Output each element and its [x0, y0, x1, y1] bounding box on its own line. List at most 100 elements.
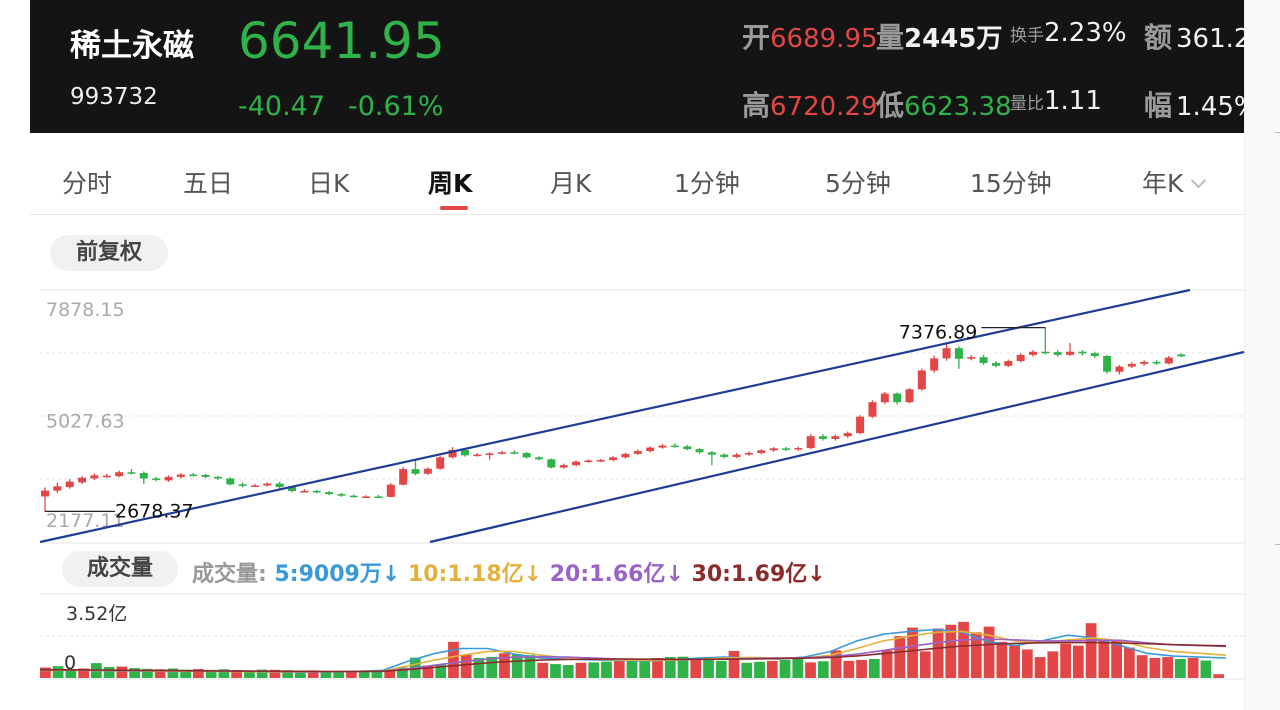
volume-bar-down [792, 658, 804, 678]
candle-down [547, 459, 556, 468]
tab-five-day[interactable]: 五日 [183, 169, 234, 198]
amount-label: 额 [1144, 21, 1173, 54]
volume-bar-down [371, 670, 383, 678]
candle-up [880, 393, 889, 403]
volume-axis-label: 3.52亿 [66, 603, 127, 625]
turnover-label: 换手 [1010, 26, 1044, 46]
candle-up [399, 469, 408, 485]
left-margin [0, 0, 30, 710]
tab-15-minute[interactable]: 15分钟 [970, 169, 1052, 198]
volume-stat: 量2445万 [876, 16, 1002, 56]
volume-bar-up [881, 650, 893, 678]
candle-up [115, 472, 124, 477]
candle-down [275, 483, 284, 488]
candle-up [1066, 351, 1075, 355]
volume-bar-up [1111, 640, 1122, 678]
low-annotation: 2678.37 [115, 500, 194, 522]
candle-up [436, 457, 445, 469]
current-price: 6641.95 [238, 12, 445, 70]
candle-up [448, 449, 457, 458]
volume-bar-up [1187, 658, 1199, 678]
candle-down [288, 487, 296, 491]
candle-up [386, 484, 395, 497]
tab-1-minute[interactable]: 1分钟 [674, 169, 740, 198]
tab-intraday[interactable]: 分时 [62, 169, 113, 198]
volume-bar-up [996, 641, 1008, 678]
volume-bar-up [932, 628, 944, 678]
adjust-mode-button[interactable]: 前复权 [50, 235, 168, 271]
candle-up [609, 457, 618, 461]
volume-bar-down [868, 658, 880, 678]
volume-value: 2445万 [904, 24, 1003, 54]
candle-up [1115, 366, 1124, 372]
volume-bar-down [282, 670, 294, 678]
volume-ma10: 10:1.18亿↓ [407, 562, 543, 587]
candle-up [572, 461, 581, 466]
candle-down [683, 446, 692, 450]
volume-bar-up [805, 662, 816, 678]
channel-upper-line [39, 288, 1191, 544]
volume-bar-down [601, 661, 612, 678]
candle-up [485, 453, 494, 455]
candle-down [819, 436, 828, 439]
candle-up [658, 445, 667, 448]
candle-up [1004, 361, 1013, 366]
volume-bar-up [537, 662, 549, 678]
tab-monthly-k[interactable]: 月K [550, 169, 592, 198]
volume-bar-up [460, 654, 472, 678]
volume-bar-up [1149, 658, 1161, 678]
candle-down [1053, 352, 1062, 355]
candle-up [633, 451, 642, 454]
volume-ratio-stat: 量比1.11 [1010, 86, 1102, 116]
volume-bar-down [473, 658, 485, 678]
volume-ma30-line [40, 641, 1227, 673]
volume-bar-up [231, 670, 243, 678]
candle-down [1078, 351, 1087, 354]
volume-ratio-label: 量比 [1010, 94, 1044, 114]
candle-down [1177, 354, 1186, 357]
stock-code: 993732 [70, 84, 158, 110]
volume-bar-up [269, 669, 281, 678]
open-stat: 开6689.95 [742, 16, 878, 56]
tab-daily-k[interactable]: 日K [308, 169, 350, 198]
volume-bar-up [1047, 651, 1059, 678]
candle-down [782, 448, 790, 450]
candle-up [769, 448, 778, 451]
tab-5-minute[interactable]: 5分钟 [825, 169, 891, 198]
volume-bar-up [919, 651, 931, 678]
volume-bar-down [142, 668, 153, 678]
candle-up [1016, 354, 1025, 362]
candle-up [905, 389, 914, 403]
candle-up [90, 475, 99, 479]
volume-bar-up [448, 641, 459, 678]
volume-bar-down [103, 666, 115, 678]
volume-indicator-button[interactable]: 成交量 [62, 551, 178, 587]
volume-bar-up [843, 660, 855, 678]
volume-bar-up [116, 666, 128, 678]
candle-up [942, 348, 951, 359]
volume-bar-up [1060, 643, 1071, 678]
volume-bar-up [499, 653, 510, 678]
volume-bar-up [346, 671, 357, 678]
candle-down [1152, 361, 1161, 364]
candle-up [1029, 351, 1037, 355]
candle-down [213, 476, 222, 479]
candle-up [263, 483, 272, 486]
volume-ma30: 30:1.69亿↓ [691, 562, 826, 587]
volume-legend: 成交量: 5:9009万↓ 10:1.18亿↓ 20:1.66亿↓ 30:1.6… [192, 556, 826, 588]
period-tabs: 分时 五日 日K 周K 月K 1分钟 5分钟 15分钟 年K [30, 148, 1244, 215]
price-change-percent: -0.61% [348, 91, 444, 122]
candle-down [139, 472, 148, 479]
tab-weekly-k[interactable]: 周K [428, 169, 473, 198]
volume-bar-down [218, 669, 230, 678]
candle-down [411, 469, 420, 474]
active-tab-indicator [440, 206, 468, 210]
turnover-value: 2.23% [1044, 18, 1127, 48]
price-axis-label: 2177.11 [46, 510, 125, 532]
volume-bar-down [486, 656, 498, 678]
candle-up [843, 433, 852, 437]
low-value: 6623.38 [904, 92, 1012, 122]
volume-bar-up [1034, 657, 1046, 678]
tab-yearly-k[interactable]: 年K [1142, 164, 1207, 200]
candle-down [374, 496, 383, 498]
